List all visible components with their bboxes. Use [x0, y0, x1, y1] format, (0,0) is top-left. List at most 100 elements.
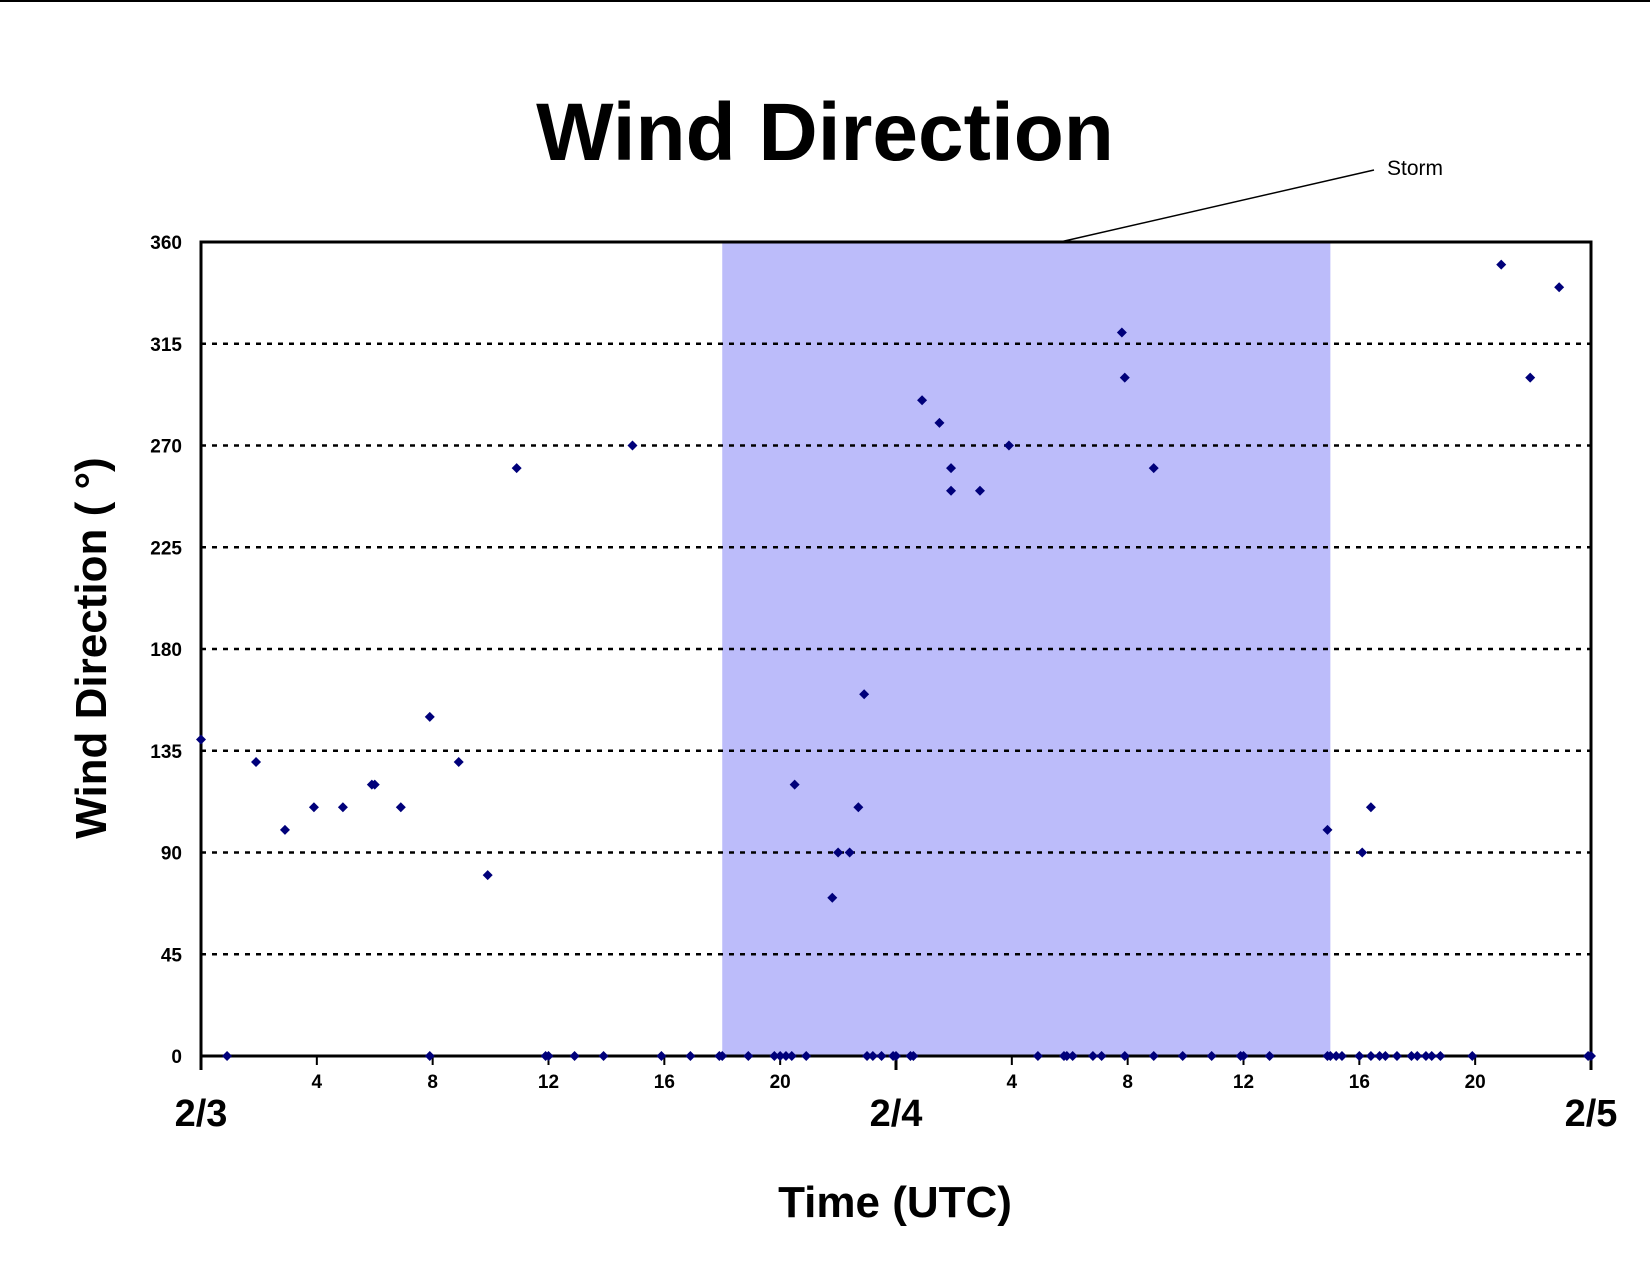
data-point — [876, 1051, 887, 1061]
data-point — [780, 1051, 791, 1061]
data-point — [1061, 1051, 1072, 1061]
x-tick-label-hour: 20 — [770, 1072, 791, 1093]
data-point — [859, 689, 870, 700]
data-point — [1357, 847, 1368, 858]
x-tick-label-date: 2/4 — [870, 1093, 923, 1135]
data-point — [424, 711, 435, 722]
x-tick-label-hour: 8 — [1122, 1072, 1133, 1093]
y-tick-label-0: 0 — [171, 1047, 182, 1068]
data-point — [1336, 1051, 1347, 1061]
data-point — [1119, 1051, 1130, 1061]
data-point — [862, 1051, 873, 1061]
y-tick-label-90: 90 — [161, 844, 182, 865]
x-tick-label-hour: 20 — [1465, 1072, 1486, 1093]
data-point — [1067, 1051, 1078, 1061]
data-point — [482, 870, 493, 881]
data-point — [1420, 1051, 1431, 1061]
data-point — [786, 1051, 797, 1061]
top-border-line — [0, 0, 1650, 2]
x-tick-label-hour: 16 — [654, 1072, 675, 1093]
data-point — [743, 1051, 754, 1061]
x-tick-label-hour: 12 — [538, 1072, 559, 1093]
data-point — [853, 802, 864, 813]
data-point — [1467, 1051, 1478, 1061]
data-point — [1496, 259, 1507, 270]
x-tick-label-hour: 4 — [1007, 1072, 1018, 1093]
data-point — [1148, 463, 1159, 474]
x-tick-label-hour: 12 — [1233, 1072, 1254, 1093]
data-point — [769, 1051, 780, 1061]
data-point — [1322, 824, 1333, 835]
data-point — [251, 757, 262, 768]
y-axis-title: Wind Direction ( °) — [67, 457, 116, 838]
x-tick-label-date: 2/5 — [1565, 1093, 1618, 1135]
data-point — [946, 463, 957, 474]
data-point — [717, 1051, 728, 1061]
data-point — [337, 802, 348, 813]
x-axis-title: Time (UTC) — [778, 1178, 1012, 1227]
data-point — [1096, 1051, 1107, 1061]
data-point — [827, 892, 838, 903]
data-point — [844, 847, 855, 858]
storm-annotation-leader-line — [1059, 169, 1375, 243]
data-point — [934, 417, 945, 428]
data-point — [453, 757, 464, 768]
y-tick-label-225: 225 — [150, 538, 182, 559]
chart-title: Wind Direction — [536, 87, 1114, 178]
y-tick-label-180: 180 — [150, 640, 182, 661]
data-point — [511, 463, 522, 474]
data-point — [627, 440, 638, 451]
data-point — [1331, 1051, 1342, 1061]
data-point — [946, 485, 957, 496]
data-point — [1148, 1051, 1159, 1061]
data-point — [685, 1051, 696, 1061]
y-tick-label-270: 270 — [150, 437, 182, 458]
data-point — [424, 1051, 435, 1061]
data-point — [598, 1051, 609, 1061]
data-point — [1391, 1051, 1402, 1061]
x-tick-label-hour: 4 — [312, 1072, 323, 1093]
data-point — [833, 847, 844, 858]
data-point — [1116, 327, 1127, 338]
data-point — [891, 1051, 901, 1061]
data-point — [279, 824, 290, 835]
data-point — [917, 395, 928, 406]
data-point — [1003, 440, 1014, 451]
data-point — [222, 1051, 233, 1061]
data-point — [1177, 1051, 1188, 1061]
data-point — [1554, 282, 1565, 293]
data-point — [1206, 1051, 1217, 1061]
x-tick-label-hour: 16 — [1349, 1072, 1370, 1093]
y-tick-label-45: 45 — [161, 945, 183, 966]
data-point — [1365, 1051, 1376, 1061]
data-point — [656, 1051, 667, 1061]
data-point — [775, 1051, 786, 1061]
data-point — [801, 1051, 812, 1061]
storm-annotation-label: Storm — [1387, 157, 1443, 180]
x-tick-label-date: 2/3 — [175, 1093, 228, 1135]
data-point — [908, 1051, 919, 1061]
data-point — [1119, 372, 1130, 383]
data-point — [569, 1051, 580, 1061]
data-point — [543, 1051, 554, 1061]
data-point — [1380, 1051, 1391, 1061]
data-point — [1412, 1051, 1423, 1061]
data-point — [1264, 1051, 1275, 1061]
data-point — [1032, 1051, 1043, 1061]
data-point — [867, 1051, 878, 1061]
data-point — [308, 802, 319, 813]
data-point — [1586, 1051, 1596, 1061]
y-tick-label-315: 315 — [150, 335, 182, 356]
y-tick-label-360: 360 — [150, 233, 182, 254]
data-point — [1525, 372, 1536, 383]
data-point — [1406, 1051, 1417, 1061]
data-point — [1238, 1051, 1249, 1061]
data-point — [1374, 1051, 1385, 1061]
data-point — [196, 734, 206, 745]
data-point — [369, 779, 380, 790]
data-point — [1354, 1051, 1365, 1061]
data-point — [1325, 1051, 1336, 1061]
data-point — [395, 802, 406, 813]
data-point — [789, 779, 800, 790]
data-point — [1365, 802, 1376, 813]
